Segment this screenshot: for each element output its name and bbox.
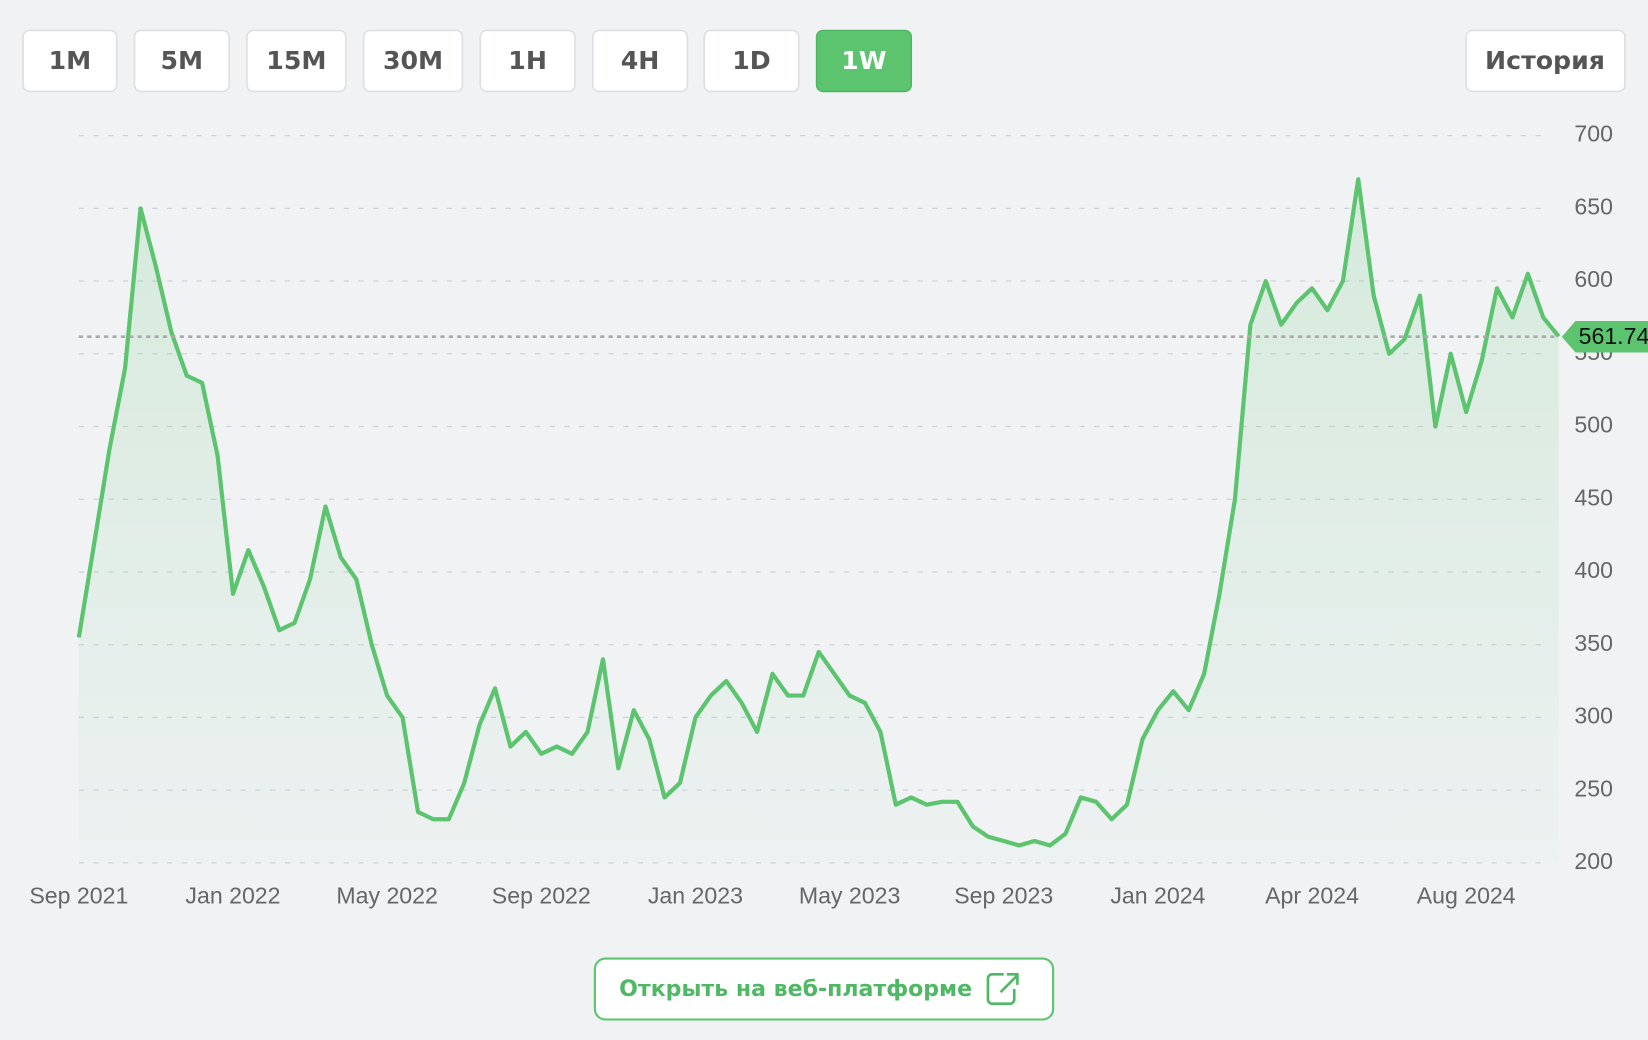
timeframe-label: 15M	[266, 46, 326, 75]
price-area	[78, 179, 1559, 863]
timeframe-button[interactable]	[591, 29, 689, 93]
external-icon	[986, 972, 1019, 1006]
price-line	[76, 177, 1561, 848]
timeframe-button[interactable]	[246, 29, 347, 93]
y-tick-label: 250	[1574, 775, 1613, 801]
y-tick-label: 450	[1574, 484, 1613, 510]
open-link-label: Открыть на веб-платформе	[619, 977, 972, 1002]
timeframe-label: 1M	[49, 46, 92, 75]
x-tick-label: May 2022	[336, 883, 438, 909]
timeframe-button[interactable]	[22, 29, 118, 93]
last-price-label: 561.74	[1579, 323, 1648, 349]
last-price-tag	[1561, 320, 1648, 353]
x-tick-label: Jan 2022	[185, 883, 280, 909]
y-tick-label: 200	[1574, 848, 1613, 874]
x-tick-label: Jan 2024	[1110, 883, 1205, 909]
timeframe-label: 30M	[383, 46, 443, 75]
timeframe-label: 4H	[621, 46, 660, 75]
y-tick-label: 500	[1574, 412, 1613, 438]
open-link-button[interactable]	[593, 957, 1055, 1021]
y-tick-label: 400	[1574, 557, 1613, 583]
x-tick-label: Jan 2023	[648, 883, 743, 909]
history-label: История	[1485, 46, 1605, 75]
timeframe-button[interactable]	[703, 29, 800, 93]
y-tick-label: 600	[1574, 266, 1613, 292]
y-tick-label: 650	[1574, 193, 1613, 219]
x-tick-label: Sep 2023	[954, 883, 1053, 909]
timeframe-button[interactable]	[362, 29, 464, 93]
x-tick-label: Aug 2024	[1417, 883, 1516, 909]
timeframe-button[interactable]	[479, 29, 576, 93]
timeframe-button[interactable]	[133, 29, 230, 93]
timeframe-label: 1D	[732, 46, 770, 75]
timeframe-button[interactable]	[815, 29, 913, 93]
history-button[interactable]	[1465, 29, 1626, 93]
x-tick-label: Sep 2021	[29, 883, 128, 909]
timeframe-label: 5M	[160, 46, 203, 75]
y-tick-label: 700	[1574, 121, 1613, 147]
x-tick-label: Apr 2024	[1265, 883, 1359, 909]
x-tick-label: May 2023	[799, 883, 901, 909]
x-tick-label: Sep 2022	[492, 883, 591, 909]
y-tick-label: 350	[1574, 630, 1613, 656]
timeframe-label: 1W	[841, 46, 887, 75]
y-tick-label: 300	[1574, 703, 1613, 729]
timeframe-label: 1H	[508, 46, 547, 75]
